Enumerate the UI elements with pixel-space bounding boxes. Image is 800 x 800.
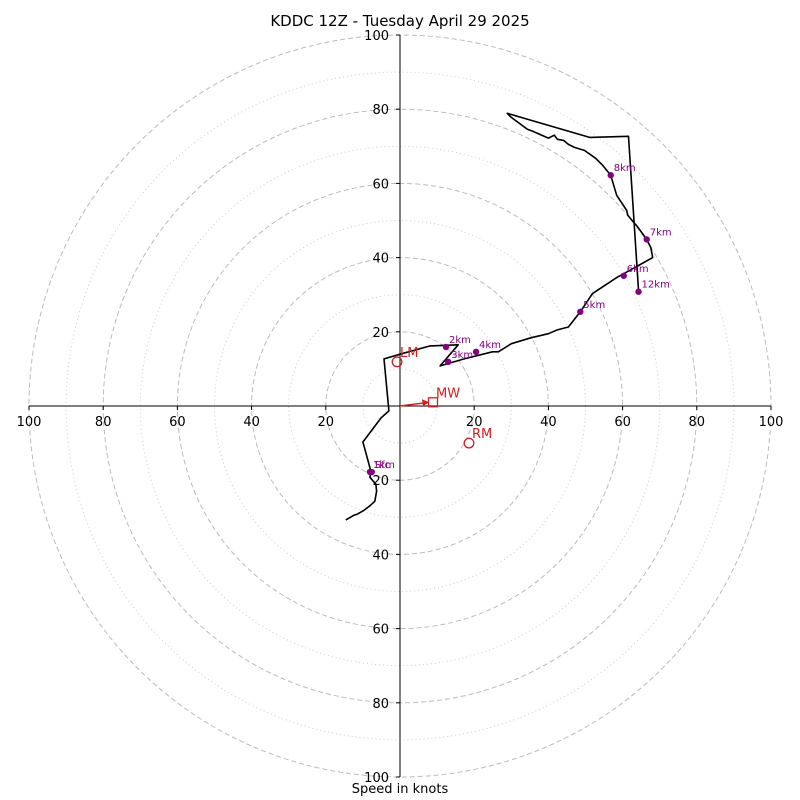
x-tick-label: 40 (243, 415, 260, 430)
height-marker-label: 12km (642, 280, 670, 291)
chart-title: KDDC 12Z - Tuesday April 29 2025 (270, 12, 530, 30)
y-tick-label: 60 (372, 623, 389, 638)
y-tick-label: 100 (364, 29, 389, 44)
x-tick-label: 80 (689, 415, 706, 430)
mean-wind-marker (427, 397, 439, 408)
height-marker (620, 272, 627, 279)
x-tick-label: 100 (17, 415, 42, 430)
storm-motion-label: MW (436, 386, 460, 401)
hodograph-trace (345, 112, 654, 521)
x-tick-label: 20 (318, 415, 335, 430)
storm-motion-label: LM (400, 346, 418, 361)
storm-motion-marker (463, 437, 475, 449)
y-tick-label: 20 (372, 326, 389, 341)
y-tick-label: 40 (372, 252, 389, 267)
storm-motion-marker (391, 356, 403, 368)
y-tick-label: 20 (372, 474, 389, 489)
height-marker (442, 343, 450, 351)
height-marker (607, 172, 614, 179)
y-tick-label: 80 (372, 103, 389, 118)
x-tick-label: 40 (540, 415, 557, 430)
y-tick-label: 100 (364, 771, 389, 786)
storm-motion-label: RM (472, 427, 492, 442)
height-marker (643, 236, 650, 243)
height-marker (635, 288, 642, 295)
x-tick-label: 60 (614, 415, 631, 430)
x-tick-label: 60 (169, 415, 186, 430)
height-marker-label: 2km (449, 335, 471, 346)
height-marker-label: 3km (451, 350, 473, 361)
height-marker (445, 358, 452, 366)
x-tick-label: 80 (95, 415, 112, 430)
height-marker (366, 468, 374, 476)
mean-wind-arrowhead (422, 399, 430, 407)
height-marker-label: 6km (627, 264, 649, 275)
height-marker (577, 308, 584, 315)
x-tick-label: 20 (466, 415, 483, 430)
height-marker-label: 4km (479, 340, 501, 351)
height-marker-label: 5km (583, 300, 605, 311)
height-marker-label: 8km (614, 163, 636, 174)
y-tick-label: 80 (372, 697, 389, 712)
y-tick-label: 60 (372, 177, 389, 192)
y-tick-label: 40 (372, 548, 389, 563)
height-marker-label: Sfc (375, 460, 390, 471)
x-tick-label: 100 (759, 415, 784, 430)
x-axis-label: Speed in knots (351, 782, 449, 797)
height-marker-label: 7km (650, 227, 672, 238)
height-marker-label: 1km (373, 460, 395, 471)
height-marker (472, 348, 480, 356)
